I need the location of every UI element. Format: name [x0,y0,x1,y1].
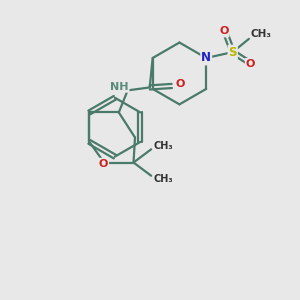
Text: O: O [99,159,108,169]
Text: CH₃: CH₃ [154,174,173,184]
Text: O: O [246,59,255,69]
Text: CH₃: CH₃ [251,28,272,38]
Text: N: N [201,52,211,64]
Text: O: O [176,80,185,89]
Text: O: O [219,26,229,37]
Text: CH₃: CH₃ [154,141,173,151]
Text: S: S [229,46,237,59]
Text: NH: NH [110,82,129,92]
